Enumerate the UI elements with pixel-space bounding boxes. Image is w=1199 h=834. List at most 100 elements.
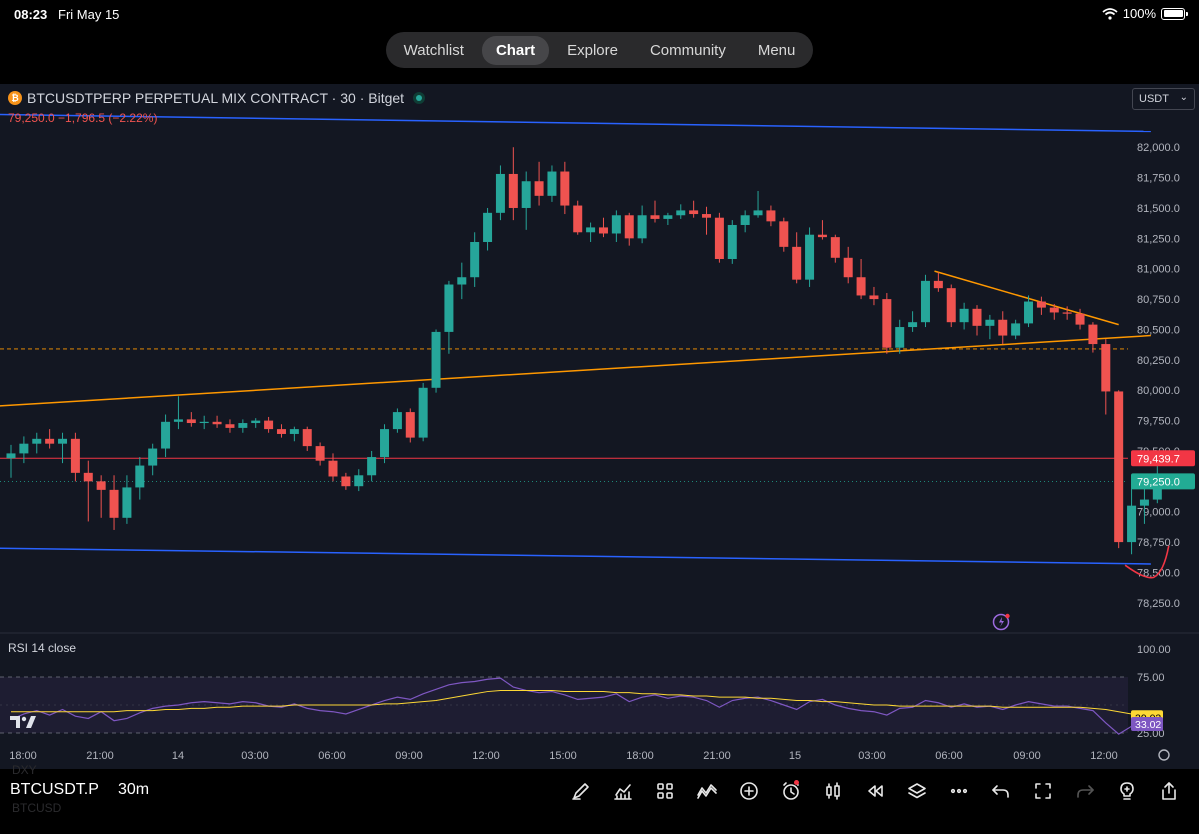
strategy-button[interactable] (686, 777, 728, 805)
chart-type-button[interactable] (812, 777, 854, 805)
alert-button[interactable] (770, 777, 812, 805)
candle-body (817, 234, 827, 238)
redo-button[interactable] (1064, 777, 1106, 805)
candle-body (998, 319, 1008, 336)
status-date: Fri May 15 (58, 7, 120, 22)
price-marker-green: 79,250.0 (1137, 476, 1180, 488)
candle-body (547, 171, 557, 196)
tradingview-logo-icon (10, 714, 38, 735)
candle-body (19, 443, 29, 454)
rsi-line (10, 677, 1158, 735)
trendline-1 (0, 547, 1151, 565)
price-tick-label: 81,000.0 (1137, 264, 1180, 276)
candle-body (328, 460, 338, 477)
tab-watchlist[interactable]: Watchlist (403, 41, 464, 59)
candle-body (1075, 313, 1085, 325)
tab-community[interactable]: Community (649, 41, 726, 59)
time-axis-label: 18:00 (626, 750, 654, 762)
candle-body (920, 280, 930, 323)
tab-explore[interactable]: Explore (567, 41, 618, 59)
candle-body (457, 277, 467, 285)
candle-body (830, 237, 840, 258)
chart-area[interactable]: 82,000.0 81,750.0 81,500.0 81,250.0 81,000.0… (0, 84, 1199, 769)
candle-body (843, 257, 853, 278)
replay-button[interactable] (854, 777, 896, 805)
candle-body (650, 215, 660, 219)
status-bar: 08:23 Fri May 15 100% (0, 0, 1199, 28)
candle-body (753, 210, 763, 216)
candle-body (714, 217, 724, 260)
candle-body (792, 246, 802, 280)
candle-body (315, 446, 325, 461)
candle-body (302, 429, 312, 447)
candle-body (895, 327, 905, 348)
candle-body (1088, 324, 1098, 345)
undo-button[interactable] (980, 777, 1022, 805)
candle-body (598, 227, 608, 234)
candle-body (418, 387, 428, 438)
ideas-button[interactable] (1106, 777, 1148, 805)
candle-body (225, 424, 235, 428)
timeframe-selector[interactable]: 30m (118, 781, 150, 798)
alert-lightning-icon[interactable] (992, 612, 1012, 637)
time-axis-label: 12:00 (1090, 750, 1118, 762)
candle-body (586, 227, 596, 233)
time-axis-label: 15:00 (549, 750, 577, 762)
candle-body (689, 210, 699, 215)
candle-body (534, 181, 544, 196)
layers-icon (908, 783, 926, 799)
candle-body (1101, 344, 1111, 392)
candle-body (560, 171, 570, 206)
price-marker-red: 79,439.7 (1137, 453, 1180, 465)
settings-gear-icon[interactable] (1158, 749, 1170, 761)
add-button[interactable] (728, 777, 770, 805)
price-chart[interactable]: 82,000.0 81,750.0 81,500.0 81,250.0 81,000.0… (0, 84, 1199, 769)
chevron-down-icon: ⌄ (1179, 92, 1188, 103)
trendline-0 (0, 113, 1151, 133)
rsi-indicator-label[interactable]: RSI 14 close (8, 641, 77, 655)
indicators-button[interactable] (602, 777, 644, 805)
price-tick-label: 80,750.0 (1137, 294, 1180, 306)
candle-body (276, 429, 286, 434)
undo-icon (992, 785, 1009, 798)
candle-body (135, 465, 145, 488)
candle-body (946, 288, 956, 323)
currency-select[interactable]: USDT ⌄ (1132, 88, 1195, 110)
currency-value: USDT (1139, 93, 1169, 105)
candles-icon (826, 782, 840, 800)
annotation-curve (1124, 545, 1170, 579)
candle-body (264, 420, 274, 430)
tool-row (560, 777, 1190, 805)
layers-button[interactable] (896, 777, 938, 805)
candle-body (637, 215, 647, 239)
price-tick-label: 80,250.0 (1137, 355, 1180, 367)
time-axis-label: 21:00 (86, 750, 114, 762)
candle-body (1127, 505, 1137, 543)
more-button[interactable] (938, 777, 980, 805)
status-time: 08:23 (14, 7, 48, 22)
candle-body (972, 308, 982, 326)
symbol-title[interactable]: BTCUSDTPERP PERPETUAL MIX CONTRACT · 30 … (27, 90, 405, 106)
candle-body (805, 234, 815, 280)
rsi-marker-purple-bg (1131, 717, 1163, 732)
tab-chart[interactable]: Chart (481, 35, 550, 65)
symbol-header[interactable]: ₿ BTCUSDTPERP PERPETUAL MIX CONTRACT · 3… (8, 90, 426, 106)
candle-body (148, 448, 158, 466)
tab-menu[interactable]: Menu (757, 41, 796, 59)
candle-body (1011, 323, 1021, 336)
candle-body (109, 489, 119, 518)
candle-body (1139, 499, 1149, 506)
price-tick-label: 81,750.0 (1137, 173, 1180, 185)
candle-body (431, 331, 441, 388)
price-marker-green-bg (1131, 473, 1195, 490)
symbol-ticker[interactable]: BTCUSDT.P (10, 781, 99, 798)
candle-body (766, 210, 776, 222)
time-axis-label: 03:00 (241, 750, 269, 762)
time-axis-label: 12:00 (472, 750, 500, 762)
battery-icon (1161, 7, 1188, 20)
layout-grid-button[interactable] (644, 777, 686, 805)
share-button[interactable] (1148, 777, 1190, 805)
fullscreen-button[interactable] (1022, 777, 1064, 805)
candle-body (173, 419, 183, 422)
drawing-tool-button[interactable] (560, 777, 602, 805)
